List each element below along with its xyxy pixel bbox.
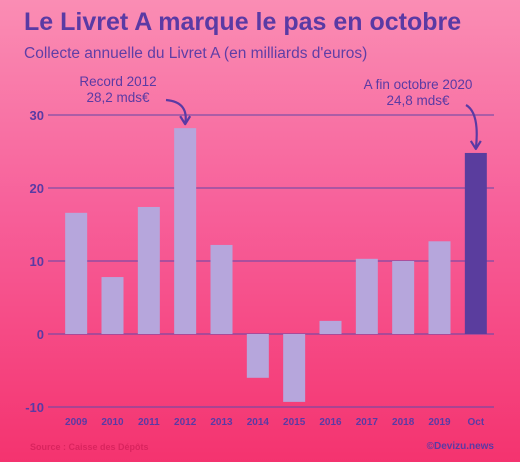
y-tick-label: -10 — [25, 400, 44, 415]
x-tick-label: 2019 — [428, 417, 451, 428]
bar-2010 — [101, 277, 124, 334]
y-tick-label: 30 — [30, 108, 44, 123]
x-tick-label: 2015 — [283, 417, 306, 428]
y-tick-label: 0 — [37, 327, 44, 342]
arrowhead-icon — [179, 115, 192, 126]
x-tick-label: 2011 — [138, 417, 160, 428]
source-note: Source : Caisse des Dépôts — [30, 442, 149, 452]
x-tick-label: Oct — [467, 417, 484, 428]
x-tick-label: 2013 — [210, 417, 233, 428]
x-tick-label: 2014 — [247, 417, 270, 428]
chart-subtitle: Collecte annuelle du Livret A (en millia… — [24, 45, 368, 62]
x-tick-label: 2012 — [174, 417, 197, 428]
bar-2019 — [428, 241, 451, 334]
annotation-label: Record 2012 — [79, 74, 156, 89]
x-tick-label: 2016 — [319, 417, 342, 428]
annotation-label: 28,2 mds€ — [86, 90, 150, 105]
bar-2016 — [319, 320, 342, 334]
annotation-arrow — [165, 98, 187, 125]
annotation-arrow — [465, 104, 478, 150]
bar-2015 — [283, 334, 306, 402]
brand-credit: ©Devizu.news — [426, 441, 494, 452]
x-tick-label: 2009 — [65, 417, 88, 428]
annotation-label: A fin octobre 2020 — [364, 77, 473, 92]
bar-2011 — [137, 206, 160, 334]
bar-2013 — [210, 244, 233, 334]
bar-2014 — [246, 334, 269, 378]
x-tick-label: 2017 — [356, 417, 379, 428]
y-tick-label: 20 — [30, 181, 44, 196]
bar-2009 — [65, 212, 88, 334]
bar-2012 — [174, 128, 197, 334]
chart-title: Le Livret A marque le pas en octobre — [24, 8, 462, 36]
bar-Oct — [464, 152, 487, 334]
bar-2018 — [392, 261, 415, 334]
x-tick-label: 2018 — [392, 417, 415, 428]
annotation-label: 24,8 mds€ — [386, 93, 450, 108]
x-tick-label: 2010 — [101, 417, 124, 428]
bar-2017 — [355, 258, 378, 334]
arrowhead-icon — [469, 140, 482, 151]
y-tick-label: 10 — [30, 254, 44, 269]
